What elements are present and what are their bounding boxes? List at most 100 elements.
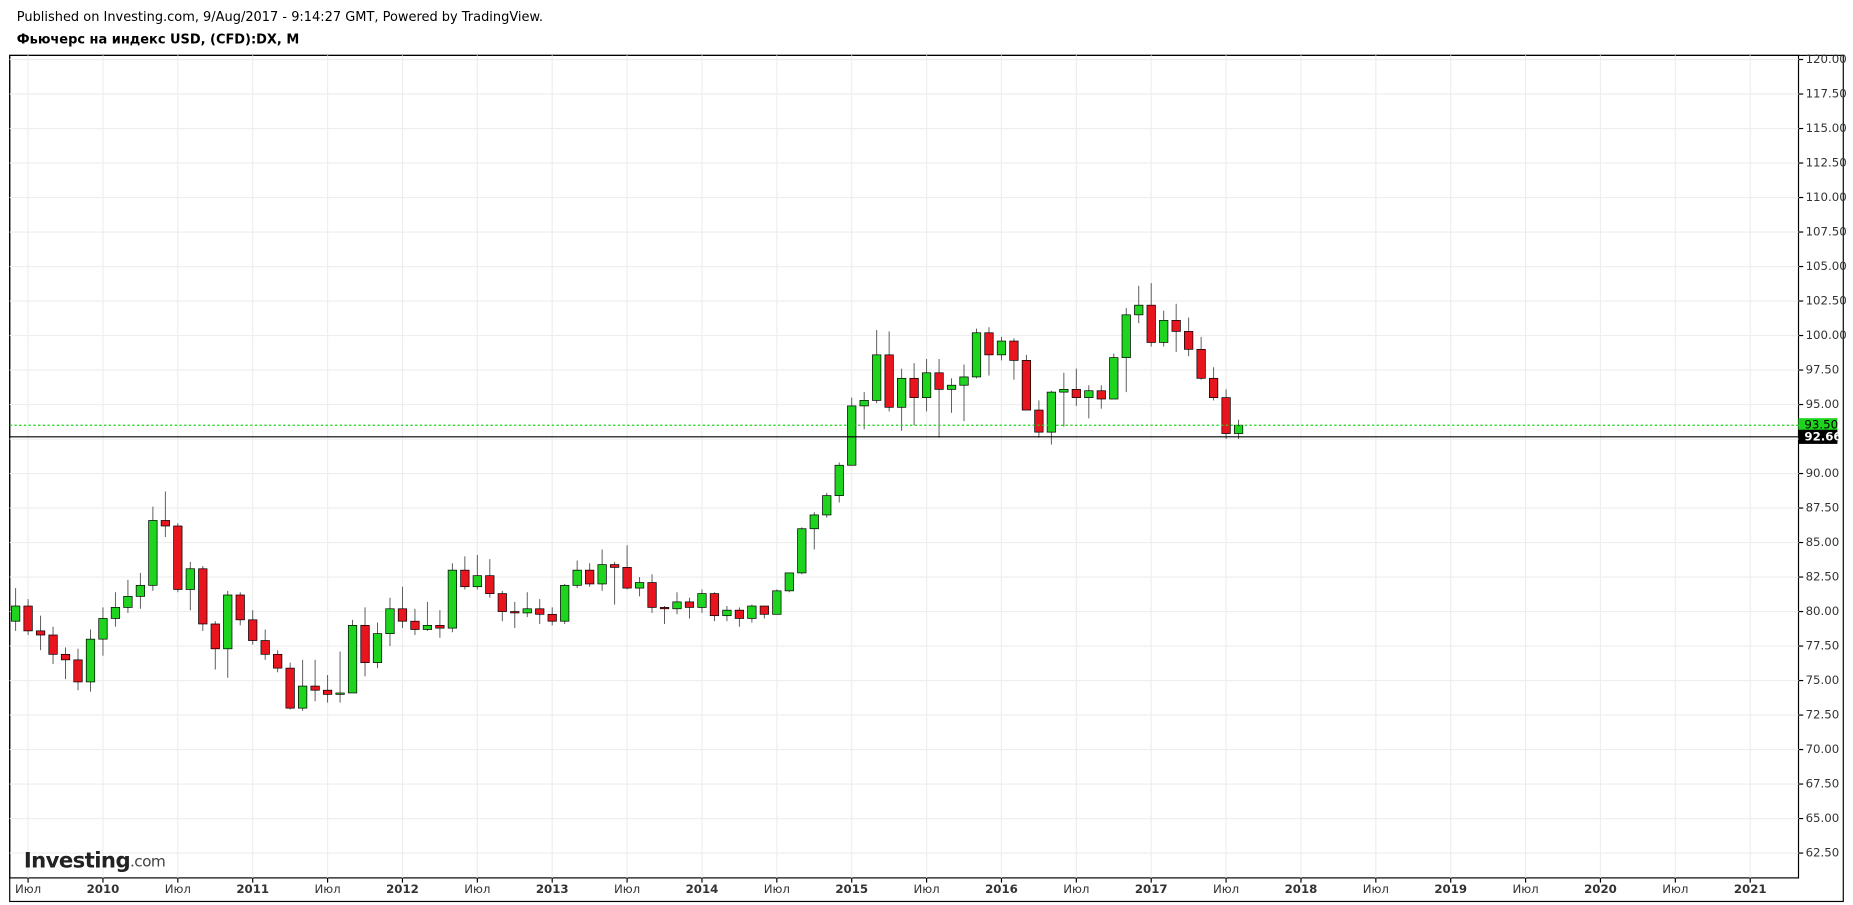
x-tick-label: 2018 [1285,882,1318,896]
x-tick-label: 2021 [1734,882,1767,896]
candle-body [822,495,832,516]
candle-body [971,332,982,378]
candle-body [1021,360,1032,411]
x-tick-label: Июл [1063,882,1089,896]
y-tick-label: 65.00 [1806,811,1840,825]
candle-body [697,593,707,608]
candle-body [1171,320,1181,332]
x-tick-label: Июл [314,882,340,896]
x-tick-label: Июл [464,882,490,896]
x-tick-label: 2011 [236,882,269,896]
candle-body [572,569,582,586]
candle-body [60,653,71,661]
candle-body [672,601,682,610]
candle-body [1059,389,1069,393]
candle-body [597,564,607,585]
y-tick-label: 82.50 [1806,570,1840,584]
candle-body [460,569,470,588]
candle-body [946,384,957,390]
candle-body [510,611,520,614]
candle-body [610,564,620,568]
candle-body [347,624,358,694]
candle-body [485,575,495,594]
candle-body [1221,397,1231,434]
x-tick-label: 2013 [536,882,569,896]
candle-body [897,377,907,408]
candle-body [834,464,844,496]
x-tick-label: 2014 [686,882,719,896]
published-note: Published on Investing.com, 9/Aug/2017 -… [17,10,543,25]
y-tick-label: 100.00 [1806,328,1847,342]
y-tick-label: 70.00 [1806,742,1840,756]
x-tick-label: 2019 [1434,882,1467,896]
candle-body [1121,314,1131,358]
candle-body [223,594,233,650]
candle-body [173,525,183,590]
candle-body [35,630,46,636]
y-tick-label: 107.50 [1806,225,1847,239]
candle-body [1146,304,1156,343]
y-tick-label: 115.00 [1806,121,1847,135]
logo: Investing.com [24,848,165,873]
ref-label: 92.66 [1804,429,1841,443]
candle-body [709,593,720,617]
candle-body [422,624,433,630]
candle-body [684,601,695,608]
candle-body [884,354,894,408]
candle-body [48,634,58,655]
candle-body [1084,390,1094,398]
candle-body [148,520,158,586]
candle-body [385,608,395,634]
candle-body [210,623,220,650]
candle-body [298,685,308,709]
y-tick-label: 62.50 [1806,846,1840,860]
y-tick-label: 80.00 [1806,604,1840,618]
candle-body [996,340,1007,356]
logo-suffix: .com [130,852,165,870]
candle-body [248,619,258,641]
candle-body [747,605,757,619]
x-tick-label: 2020 [1584,882,1617,896]
candle-body [1196,348,1206,379]
candle-body [984,332,994,356]
y-tick-label: 95.00 [1806,397,1840,411]
y-tick-label: 102.50 [1806,294,1847,308]
candle-body [273,653,283,669]
y-tick-label: 112.50 [1806,156,1847,170]
x-tick-label: Июл [1662,882,1688,896]
x-tick-label: 2017 [1135,882,1168,896]
x-tick-label: Июл [764,882,790,896]
candle-body [722,609,732,617]
ref-box [1798,429,1838,444]
x-tick-label: Июл [1512,882,1538,896]
candle-body [647,582,657,608]
y-tick-label: 75.00 [1806,673,1840,687]
candle-body [235,594,245,621]
x-tick-label: 2012 [386,882,419,896]
candle-body [260,640,270,655]
candle-body [11,605,21,622]
candle-body [847,405,857,466]
candle-body [934,372,944,390]
x-tick-label: 2010 [87,882,120,896]
x-tick-label: Июл [15,882,41,896]
x-tick-label: 2015 [835,882,868,896]
candle-body [921,372,932,398]
candle-body [759,605,769,615]
plot-frame [9,54,1800,879]
y-tick-label: 110.00 [1806,190,1847,204]
candle-body [160,520,170,527]
candle-body [734,609,744,619]
x-tick-label: Июл [165,882,191,896]
candle-body [535,608,545,615]
candle-body [1046,391,1056,433]
candle-body [1009,340,1019,361]
x-tick-label: Июл [1363,882,1389,896]
candle-body [85,638,96,683]
y-tick-label: 117.50 [1806,87,1847,101]
candle-body [310,685,320,691]
y-tick-label: 120.00 [1806,52,1847,66]
candles [11,283,1244,711]
